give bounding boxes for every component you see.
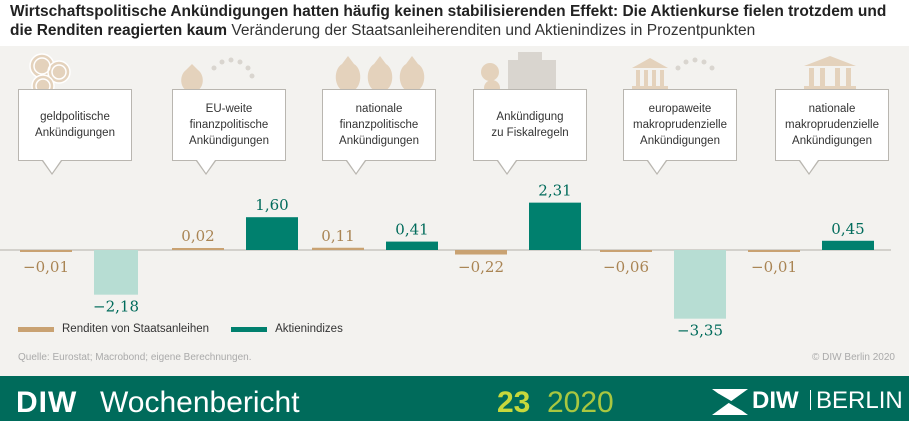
logo-separator: [810, 390, 811, 410]
cash-register-coins-icon: [481, 52, 556, 96]
issue-year: 2020: [547, 386, 614, 419]
bar-stock-3: [386, 241, 438, 250]
label-stock-1: −2,18: [93, 298, 139, 316]
moneybag-stars-icon: [181, 57, 255, 92]
label-stock-6: 0,45: [831, 220, 864, 238]
callout-category-4: Ankündigung zu Fiskalregeln: [473, 89, 587, 175]
footer-banner: DIW Wochenbericht 23 2020 DIW BERLIN: [0, 376, 909, 421]
label-yield-4: −0,22: [458, 258, 504, 276]
label-yield-5: −0,06: [603, 258, 649, 276]
callout-category-1: geldpolitische Ankündigungen: [18, 89, 132, 175]
bar-yield-3: [312, 247, 364, 250]
title-subtitle: Veränderung der Staatsanleiherenditen un…: [231, 22, 756, 39]
label-stock-3: 0,41: [395, 221, 428, 239]
legend-swatch-stock: [231, 326, 268, 332]
bar-yield-1: [20, 250, 72, 252]
label-stock-5: −3,35: [677, 322, 723, 340]
callout-category-2: EU-weite finanzpolitische Ankündigungen: [172, 89, 286, 175]
title-bold: Wirtschaftspolitische Ankündigungen hatt…: [10, 3, 887, 39]
moneybags-euro-icon: [335, 56, 425, 92]
label-yield-2: 0,02: [181, 227, 214, 245]
chart-title: Wirtschaftspolitische Ankündigungen hatt…: [10, 2, 905, 40]
legend-item-yield: Renditen von Staatsanleihen: [18, 323, 209, 335]
coins-euro-icon: [29, 53, 71, 98]
bar-stock-6: [822, 240, 874, 250]
legend-item-stock: Aktienindizes: [231, 323, 343, 335]
label-stock-2: 1,60: [255, 196, 288, 214]
legend-swatch-yield: [18, 326, 54, 332]
issue-number: 23: [497, 386, 531, 419]
bar-yield-2: [172, 248, 224, 250]
chart-area: geldpolitische Ankündigungen EU-weite fi…: [0, 46, 909, 376]
bar-yield-4: [455, 250, 507, 255]
callout-category-6: nationale makroprudenzielle Ankündigunge…: [775, 89, 889, 175]
bar-stock-5: [674, 250, 726, 319]
bar-stock-2: [246, 217, 298, 250]
legend-label-stock: Aktienindizes: [275, 323, 343, 335]
legend-label-yield: Renditen von Staatsanleihen: [62, 323, 210, 335]
label-yield-3: 0,11: [321, 227, 354, 245]
bar-yield-6: [748, 250, 800, 252]
copyright-note: © DIW Berlin 2020: [812, 352, 895, 363]
bar-chart: −0,01 −2,18 0,02 1,60 0,11 0,41 −0,22 2,31 −0,06…: [0, 182, 891, 340]
source-note: Quelle: Eurostat; Macrobond; eigene Bere…: [18, 352, 252, 363]
logo-diw-text: DIW: [752, 387, 799, 414]
legend: Renditen von Staatsanleihen Aktienindize…: [18, 323, 365, 335]
label-stock-4: 2,31: [538, 182, 571, 200]
brand-wochenbericht: Wochenbericht: [100, 386, 300, 419]
bank-icon: [804, 56, 856, 91]
brand-diw: DIW: [16, 386, 78, 419]
callout-category-3: nationale finanzpolitische Ankündigungen: [322, 89, 436, 175]
bar-stock-4: [529, 202, 581, 250]
callout-category-5: europaweite makroprudenzielle Ankündigun…: [623, 89, 737, 175]
bar-yield-5: [600, 250, 652, 252]
logo-berlin-text: BERLIN: [816, 387, 903, 414]
label-yield-1: −0,01: [23, 258, 69, 276]
diw-logo-icon: [712, 389, 748, 415]
bank-stars-icon: [632, 57, 715, 90]
bar-stock-1: [94, 250, 138, 295]
label-yield-6: −0,01: [751, 258, 797, 276]
